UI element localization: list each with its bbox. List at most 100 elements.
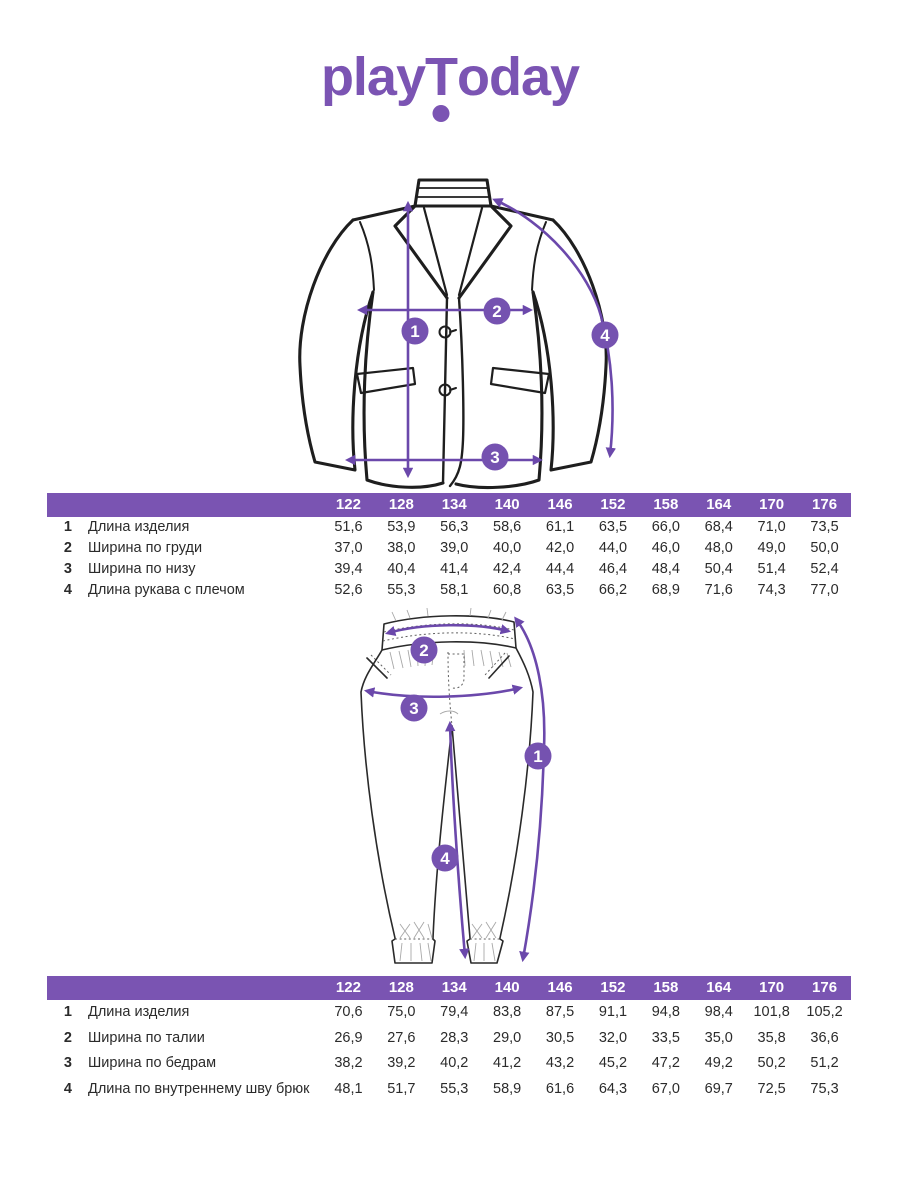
measurement-row: 1 Длина изделия 70,6 75,0 79,4 83,8 87,5 91,1 94… xyxy=(47,1000,851,1026)
row-number: 3 xyxy=(63,561,72,577)
measurement-value: 41,4 xyxy=(440,561,469,577)
measurement-row: 3 Ширина по бедрам 38,2 39,2 40,2 41,2 43,2 45,… xyxy=(47,1051,851,1077)
size-column-header: 122 xyxy=(335,979,361,996)
measure-arrow-4 xyxy=(492,198,616,459)
measure-arrow-1 xyxy=(514,616,546,963)
measurement-value: 28,3 xyxy=(440,1029,469,1046)
measurement-value: 43,2 xyxy=(545,1055,575,1071)
measurement-value: 51,2 xyxy=(810,1055,839,1071)
measurement-value: 55,3 xyxy=(387,582,416,598)
measurement-row: 1 Длина изделия 51,6 53,9 56,3 58,6 61,1 63,5 66… xyxy=(47,517,851,538)
measurement-value: 79,4 xyxy=(440,1004,469,1020)
measure-arrow-3 xyxy=(363,684,524,699)
measure-badge-3: 3 xyxy=(481,443,509,471)
measurement-value: 49,0 xyxy=(757,540,786,556)
row-label: Длина рукава с плечом xyxy=(88,582,245,598)
size-column-header: 128 xyxy=(388,496,414,513)
size-column-header: 158 xyxy=(653,496,679,513)
measurement-value: 35,0 xyxy=(704,1029,733,1046)
pants-outline xyxy=(360,608,534,964)
measurement-value: 48,4 xyxy=(651,561,680,577)
measurement-value: 40,4 xyxy=(387,561,416,577)
size-column-header: 140 xyxy=(494,979,520,996)
measurement-value: 56,3 xyxy=(440,519,469,535)
size-column-header: 140 xyxy=(494,496,520,513)
measurement-value: 98,4 xyxy=(704,1004,733,1020)
row-label: Длина изделия xyxy=(88,1004,190,1020)
measurement-value: 63,5 xyxy=(598,519,628,535)
header-empty-cell xyxy=(47,493,322,517)
measurement-row: 2 Ширина по талии 26,9 27,6 28,3 29,0 30,5 32,0… xyxy=(47,1026,851,1052)
measurement-value: 71,6 xyxy=(704,582,733,598)
measurement-value: 101,8 xyxy=(753,1004,790,1020)
svg-text:3: 3 xyxy=(490,448,499,467)
svg-text:1: 1 xyxy=(533,747,542,766)
measurement-value: 52,4 xyxy=(810,561,839,577)
jacket-outline xyxy=(298,178,608,490)
measure-badge-2: 2 xyxy=(483,297,511,325)
measurement-value: 60,8 xyxy=(493,582,522,598)
measurement-value: 50,2 xyxy=(757,1055,786,1071)
measurement-value: 38,2 xyxy=(334,1055,363,1071)
size-column-header: 164 xyxy=(706,979,732,996)
pants-diagram: 2 3 1 4 xyxy=(360,608,552,964)
measurement-value: 44,4 xyxy=(545,561,575,577)
measurement-value: 91,1 xyxy=(598,1004,628,1020)
size-column-header: 158 xyxy=(653,979,679,996)
row-number: 1 xyxy=(63,519,72,535)
size-column-header: 128 xyxy=(388,979,414,996)
row-number: 1 xyxy=(63,1004,72,1020)
measurement-value: 61,1 xyxy=(545,519,575,535)
pants-measure-arrows: 2 3 1 4 xyxy=(363,616,552,963)
pants-size-table: 122 128 134 140 146 152 158 164 170 176 1 Длина из… xyxy=(47,976,851,1102)
measurement-value: 83,8 xyxy=(493,1004,522,1020)
measurement-value: 49,2 xyxy=(704,1055,733,1071)
pants-cuff-left xyxy=(391,938,436,964)
size-column-header: 176 xyxy=(812,496,838,513)
pants-pocket-left xyxy=(366,657,388,679)
svg-text:2: 2 xyxy=(492,302,501,321)
measurement-value: 63,5 xyxy=(545,582,575,598)
row-label: Ширина по груди xyxy=(88,540,203,556)
measurement-value: 51,6 xyxy=(334,519,363,535)
measure-badge-3: 3 xyxy=(400,694,428,722)
measurement-value: 68,4 xyxy=(704,519,733,535)
measurement-value: 47,2 xyxy=(651,1055,680,1071)
measure-arrow-2 xyxy=(384,623,512,637)
measurement-value: 46,4 xyxy=(598,561,628,577)
brand-logo: playT oday xyxy=(0,46,900,122)
measure-badge-1: 1 xyxy=(401,317,429,345)
size-column-header: 134 xyxy=(441,496,467,513)
measurement-value: 75,3 xyxy=(810,1080,839,1097)
measurement-value: 27,6 xyxy=(387,1029,416,1046)
row-number: 3 xyxy=(63,1055,72,1071)
measurement-value: 87,5 xyxy=(545,1004,575,1020)
logo-text-oday: oday xyxy=(457,47,580,107)
size-column-header: 146 xyxy=(547,496,573,513)
measurement-value: 39,2 xyxy=(387,1055,416,1071)
measurement-value: 68,9 xyxy=(651,582,680,598)
row-number: 2 xyxy=(63,1029,72,1046)
size-column-header: 176 xyxy=(812,979,838,996)
measure-arrow-4 xyxy=(445,720,470,960)
size-column-header: 152 xyxy=(600,496,626,513)
measurement-value: 38,0 xyxy=(387,540,416,556)
svg-text:4: 4 xyxy=(440,849,450,868)
row-number: 2 xyxy=(63,540,72,556)
logo-text-play: play xyxy=(320,47,426,107)
jacket-measure-arrows: 1 2 3 4 xyxy=(344,198,619,479)
measurement-value: 70,6 xyxy=(334,1004,363,1020)
row-label: Ширина по талии xyxy=(88,1029,205,1046)
measurement-value: 48,1 xyxy=(334,1080,363,1097)
measurement-label-cell: 4 Длина рукава с плечом xyxy=(47,580,322,601)
logo-letter-t: T xyxy=(425,46,458,122)
logo-dot xyxy=(432,105,450,122)
measurement-value: 42,4 xyxy=(493,561,522,577)
pants-size-header-row: 122 128 134 140 146 152 158 164 170 176 xyxy=(47,976,851,1000)
pants-cuff-right xyxy=(466,938,504,964)
row-label: Ширина по бедрам xyxy=(88,1055,217,1071)
measurement-value: 61,6 xyxy=(545,1080,575,1097)
measurement-value: 66,2 xyxy=(598,582,628,598)
measurement-value: 77,0 xyxy=(810,582,839,598)
